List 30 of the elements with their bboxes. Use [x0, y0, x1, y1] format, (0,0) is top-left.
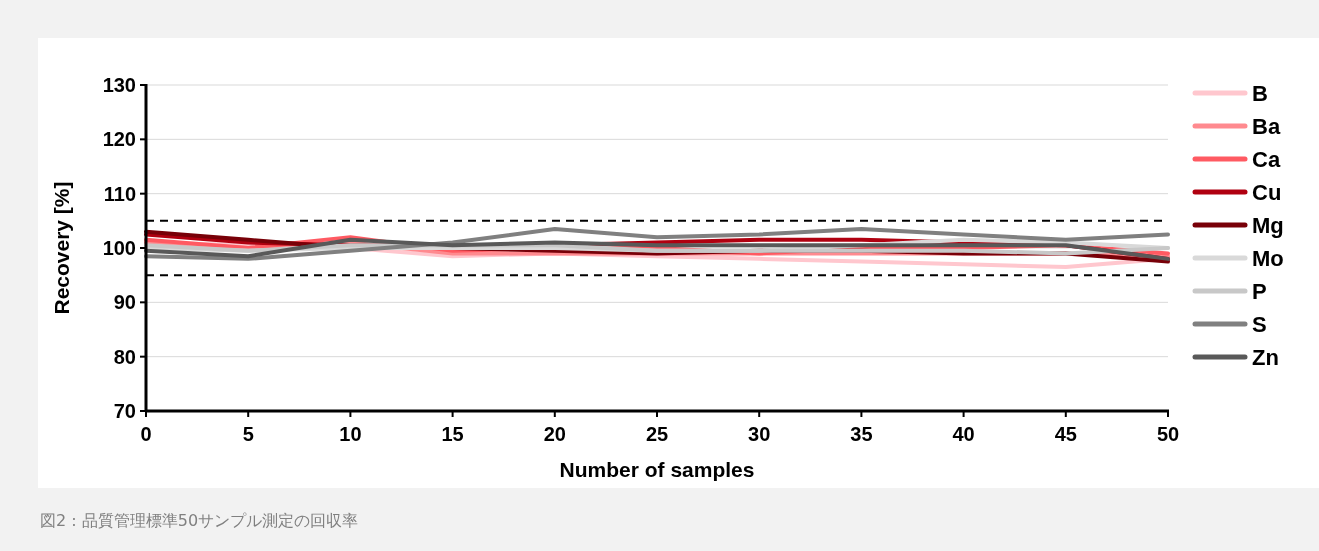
x-tick-label: 10 — [339, 423, 362, 445]
x-tick-label: 15 — [441, 423, 464, 445]
legend-label: P — [1252, 279, 1267, 304]
x-tick-label: 30 — [748, 423, 771, 445]
x-tick-label: 5 — [242, 423, 254, 445]
legend-label: Cu — [1252, 180, 1282, 205]
caption: 図2 : 品質管理標準50サンプル測定の回収率 — [40, 511, 359, 530]
y-tick-label: 130 — [102, 74, 136, 96]
legend-label: B — [1252, 81, 1268, 106]
y-tick-label: 90 — [113, 291, 136, 314]
x-tick-label: 0 — [140, 423, 152, 445]
y-tick-label: 80 — [113, 345, 136, 368]
x-axis-title: Number of samples — [559, 458, 755, 481]
x-tick-label: 35 — [850, 423, 873, 445]
legend-label: Ba — [1252, 114, 1281, 139]
y-axis-title: Recovery [%] — [50, 181, 73, 315]
x-tick-label: 50 — [1156, 423, 1180, 445]
y-tick-label: 110 — [103, 182, 136, 205]
y-tick-label: 120 — [102, 128, 136, 151]
legend-label: Mo — [1252, 246, 1284, 271]
x-tick-label: 40 — [952, 423, 975, 445]
y-tick-label: 70 — [113, 400, 136, 422]
x-tick-label: 20 — [543, 423, 566, 445]
x-tick-label: 25 — [645, 423, 669, 445]
legend-label: Mg — [1252, 213, 1284, 238]
x-tick-label: 45 — [1054, 423, 1077, 445]
legend-label: Ca — [1252, 147, 1281, 172]
legend-label: S — [1252, 312, 1267, 337]
legend-label: Zn — [1252, 345, 1279, 370]
y-tick-label: 100 — [102, 237, 136, 259]
